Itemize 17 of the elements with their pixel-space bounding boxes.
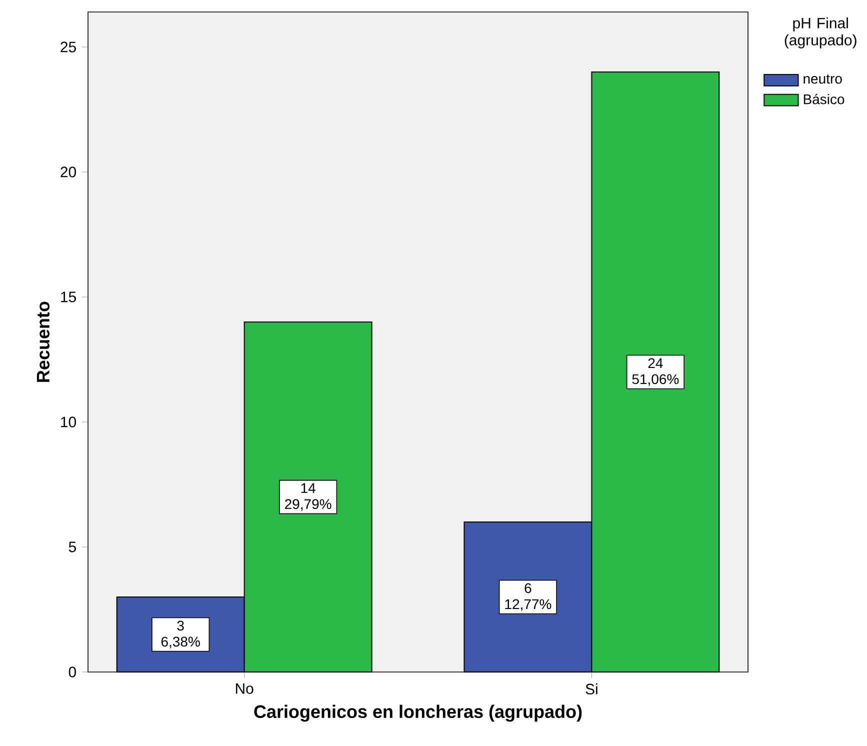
data-label: 14 29,79% bbox=[285, 483, 332, 511]
y-tick-label: 0 bbox=[68, 666, 76, 678]
data-label: 3 6,38% bbox=[161, 620, 200, 648]
y-tick-label: 15 bbox=[61, 292, 76, 302]
legend-title: pH Final (agrupado) bbox=[784, 17, 856, 48]
x-tick-label: No bbox=[236, 683, 254, 694]
data-label: 24 51,06% bbox=[632, 358, 679, 386]
x-axis-title: Cariogenicos en loncheras (agrupado) bbox=[254, 704, 582, 722]
y-tick-label: 20 bbox=[60, 166, 76, 178]
y-tick-label: 10 bbox=[61, 416, 76, 428]
data-label: 6 12,77% bbox=[505, 583, 552, 611]
y-tick-label: 5 bbox=[68, 542, 76, 552]
x-tick-label: Si bbox=[586, 683, 598, 694]
y-tick-label: 25 bbox=[60, 42, 76, 52]
legend-label: Básico bbox=[804, 94, 844, 104]
legend-label: neutro bbox=[804, 74, 842, 84]
y-axis-title: Recuento bbox=[36, 302, 50, 382]
